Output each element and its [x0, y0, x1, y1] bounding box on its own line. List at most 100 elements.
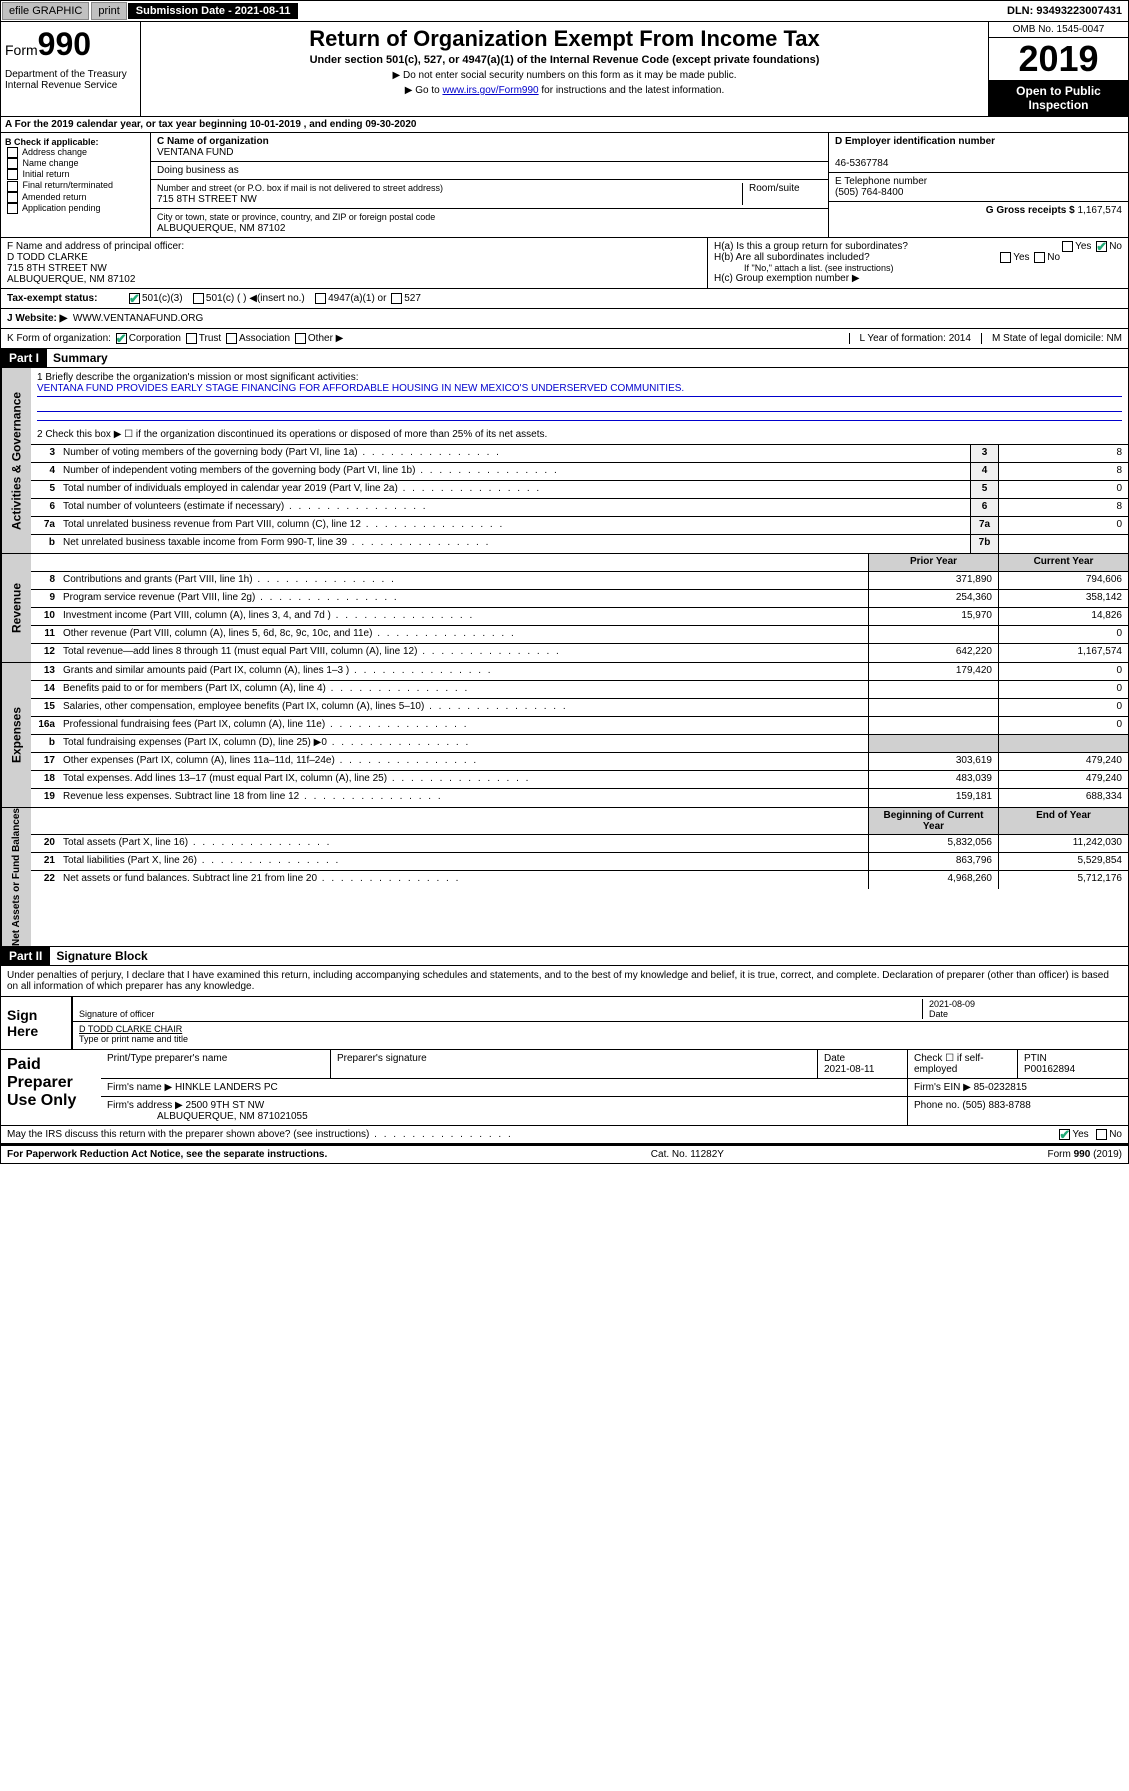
- q1-label: 1 Briefly describe the organization's mi…: [37, 372, 1122, 383]
- table-row: 4Number of independent voting members of…: [31, 463, 1128, 481]
- print-button[interactable]: print: [91, 2, 126, 20]
- firm-ein: 85-0232815: [974, 1082, 1027, 1093]
- beg-year-hdr: Beginning of Current Year: [868, 808, 998, 834]
- table-row: 7aTotal unrelated business revenue from …: [31, 517, 1128, 535]
- org-name: VENTANA FUND: [157, 147, 234, 158]
- irs-link[interactable]: www.irs.gov/Form990: [442, 85, 538, 96]
- check-b-item[interactable]: Name change: [5, 158, 146, 169]
- self-employed-check[interactable]: Check ☐ if self-employed: [908, 1050, 1018, 1078]
- efile-graphic-button[interactable]: efile GRAPHIC: [2, 2, 89, 20]
- j-label: J Website: ▶: [7, 313, 67, 324]
- prep-date: 2021-08-11: [824, 1064, 874, 1075]
- address-label: Number and street (or P.O. box if mail i…: [157, 183, 443, 193]
- k-form-row: K Form of organization: Corporation Trus…: [0, 329, 1129, 349]
- ha-no-checkbox[interactable]: [1096, 241, 1107, 252]
- table-row: 13Grants and similar amounts paid (Part …: [31, 663, 1128, 681]
- trust-checkbox[interactable]: [186, 333, 197, 344]
- check-b-item[interactable]: Address change: [5, 147, 146, 158]
- 4947-checkbox[interactable]: [315, 293, 326, 304]
- room-suite-label: Room/suite: [742, 183, 822, 205]
- table-row: 12Total revenue—add lines 8 through 11 (…: [31, 644, 1128, 662]
- submission-date: Submission Date - 2021-08-11: [128, 3, 299, 19]
- city-label: City or town, state or province, country…: [157, 212, 435, 222]
- prep-sig-hdr: Preparer's signature: [331, 1050, 818, 1078]
- table-row: bTotal fundraising expenses (Part IX, co…: [31, 735, 1128, 753]
- table-row: bNet unrelated business taxable income f…: [31, 535, 1128, 553]
- revenue-side-label: Revenue: [1, 554, 31, 662]
- mission-text: VENTANA FUND PROVIDES EARLY STAGE FINANC…: [37, 383, 1122, 397]
- hb-yes-checkbox[interactable]: [1000, 252, 1011, 263]
- discuss-row: May the IRS discuss this return with the…: [0, 1126, 1129, 1144]
- hb-label: H(b) Are all subordinates included?: [714, 252, 870, 263]
- firm-address: 2500 9TH ST NW: [186, 1100, 265, 1111]
- signature-label: Signature of officer: [79, 1009, 154, 1019]
- officer-name: D TODD CLARKE: [7, 252, 88, 263]
- part2-header: Part II Signature Block: [0, 947, 1129, 966]
- form-subtitle: Under section 501(c), 527, or 4947(a)(1)…: [145, 54, 984, 66]
- table-row: 3Number of voting members of the governi…: [31, 445, 1128, 463]
- firm-phone: (505) 883-8788: [962, 1100, 1030, 1111]
- goto-note: ▶ Go to www.irs.gov/Form990 for instruct…: [145, 85, 984, 96]
- net-side-label: Net Assets or Fund Balances: [1, 808, 31, 946]
- website-row: J Website: ▶ WWW.VENTANAFUND.ORG: [0, 309, 1129, 329]
- form-header: Form990 Department of the Treasury Inter…: [0, 22, 1129, 117]
- website-value: WWW.VENTANAFUND.ORG: [73, 313, 203, 324]
- hc-label: H(c) Group exemption number ▶: [714, 273, 1122, 284]
- ha-yes-checkbox[interactable]: [1062, 241, 1073, 252]
- hb-no-checkbox[interactable]: [1034, 252, 1045, 263]
- table-row: 9Program service revenue (Part VIII, lin…: [31, 590, 1128, 608]
- check-b-item[interactable]: Final return/terminated: [5, 180, 146, 191]
- table-row: 18Total expenses. Add lines 13–17 (must …: [31, 771, 1128, 789]
- firm-name: HINKLE LANDERS PC: [175, 1082, 278, 1093]
- assoc-checkbox[interactable]: [226, 333, 237, 344]
- 501c3-checkbox[interactable]: [129, 293, 140, 304]
- section-b-checkboxes: B Check if applicable: Address change Na…: [1, 133, 151, 237]
- check-b-item[interactable]: Application pending: [5, 203, 146, 214]
- tax-status-row: Tax-exempt status: 501(c)(3) 501(c) ( ) …: [0, 289, 1129, 309]
- officer-addr2: ALBUQUERQUE, NM 87102: [7, 274, 135, 285]
- hb-note: If "No," attach a list. (see instruction…: [714, 263, 1122, 273]
- 527-checkbox[interactable]: [391, 293, 402, 304]
- table-row: 22Net assets or fund balances. Subtract …: [31, 871, 1128, 889]
- check-b-item[interactable]: Amended return: [5, 192, 146, 203]
- corp-checkbox[interactable]: [116, 333, 127, 344]
- table-row: 20Total assets (Part X, line 16)5,832,05…: [31, 835, 1128, 853]
- discuss-yes-checkbox[interactable]: [1059, 1129, 1070, 1140]
- table-row: 6Total number of volunteers (estimate if…: [31, 499, 1128, 517]
- 501c-checkbox[interactable]: [193, 293, 204, 304]
- cat-number: Cat. No. 11282Y: [651, 1149, 724, 1160]
- l-label: L Year of formation:: [860, 333, 946, 344]
- form-footer-label: Form 990 (2019): [1048, 1149, 1123, 1160]
- org-city: ALBUQUERQUE, NM 87102: [157, 223, 285, 234]
- state-domicile: NM: [1106, 333, 1122, 344]
- org-address: 715 8TH STREET NW: [157, 194, 257, 205]
- dba-label: Doing business as: [151, 162, 828, 180]
- expenses-section: Expenses 13Grants and similar amounts pa…: [0, 663, 1129, 808]
- ptin-value: P00162894: [1024, 1064, 1075, 1075]
- expenses-side-label: Expenses: [1, 663, 31, 807]
- open-public-badge: Open to Public Inspection: [989, 80, 1128, 116]
- f-officer-label: F Name and address of principal officer:: [7, 241, 184, 252]
- dln-label: DLN: 93493223007431: [1001, 3, 1128, 19]
- current-year-hdr: Current Year: [998, 554, 1128, 571]
- discuss-no-checkbox[interactable]: [1096, 1129, 1107, 1140]
- table-row: 15Salaries, other compensation, employee…: [31, 699, 1128, 717]
- check-b-item[interactable]: Initial return: [5, 169, 146, 180]
- q2-label: 2 Check this box ▶ ☐ if the organization…: [37, 429, 1122, 440]
- table-row: 8Contributions and grants (Part VIII, li…: [31, 572, 1128, 590]
- g-gross-label: G Gross receipts $: [986, 205, 1075, 216]
- table-row: 19Revenue less expenses. Subtract line 1…: [31, 789, 1128, 807]
- paperwork-notice: For Paperwork Reduction Act Notice, see …: [7, 1149, 327, 1160]
- form-label: Form: [5, 42, 38, 58]
- sign-here-block: Sign Here Signature of officer 2021-08-0…: [0, 997, 1129, 1050]
- paid-preparer-block: Paid Preparer Use Only Print/Type prepar…: [0, 1050, 1129, 1126]
- m-label: M State of legal domicile:: [992, 333, 1104, 344]
- prior-year-hdr: Prior Year: [868, 554, 998, 571]
- ha-label: H(a) Is this a group return for subordin…: [714, 241, 908, 252]
- table-row: 21Total liabilities (Part X, line 26)863…: [31, 853, 1128, 871]
- d-ein-label: D Employer identification number: [835, 136, 995, 147]
- department-label: Department of the Treasury Internal Reve…: [5, 69, 136, 91]
- other-checkbox[interactable]: [295, 333, 306, 344]
- phone-value: (505) 764-8400: [835, 187, 903, 198]
- info-grid: B Check if applicable: Address change Na…: [0, 133, 1129, 238]
